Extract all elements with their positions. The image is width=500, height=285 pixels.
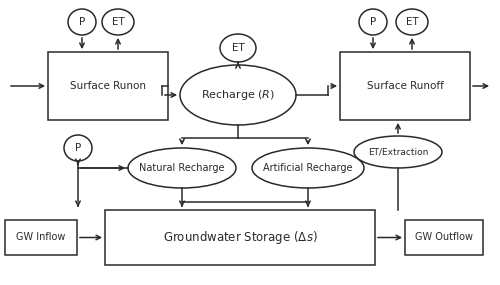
Text: P: P: [370, 17, 376, 27]
Ellipse shape: [252, 148, 364, 188]
Text: Artificial Recharge: Artificial Recharge: [263, 163, 353, 173]
Bar: [5, 220, 77, 255]
Text: ET: ET: [232, 43, 244, 53]
Ellipse shape: [64, 135, 92, 161]
Bar: [48, 52, 168, 120]
Text: P: P: [75, 143, 81, 153]
Bar: [340, 52, 470, 120]
Text: P: P: [79, 17, 85, 27]
Ellipse shape: [68, 9, 96, 35]
Ellipse shape: [220, 34, 256, 62]
Text: Recharge ($R$): Recharge ($R$): [201, 88, 275, 102]
Text: Groundwater Storage ($\Delta s$): Groundwater Storage ($\Delta s$): [162, 229, 318, 246]
Ellipse shape: [128, 148, 236, 188]
Text: Surface Runon: Surface Runon: [70, 81, 146, 91]
Text: GW Inflow: GW Inflow: [16, 233, 66, 243]
Text: Surface Runoff: Surface Runoff: [366, 81, 444, 91]
Bar: [105, 210, 375, 265]
Ellipse shape: [396, 9, 428, 35]
Text: ET: ET: [406, 17, 418, 27]
Text: GW Outflow: GW Outflow: [415, 233, 473, 243]
Text: ET/Extraction: ET/Extraction: [368, 148, 428, 156]
Text: ET: ET: [112, 17, 124, 27]
Text: Natural Recharge: Natural Recharge: [139, 163, 225, 173]
Bar: [405, 220, 483, 255]
Ellipse shape: [359, 9, 387, 35]
Ellipse shape: [180, 65, 296, 125]
Ellipse shape: [102, 9, 134, 35]
Ellipse shape: [354, 136, 442, 168]
